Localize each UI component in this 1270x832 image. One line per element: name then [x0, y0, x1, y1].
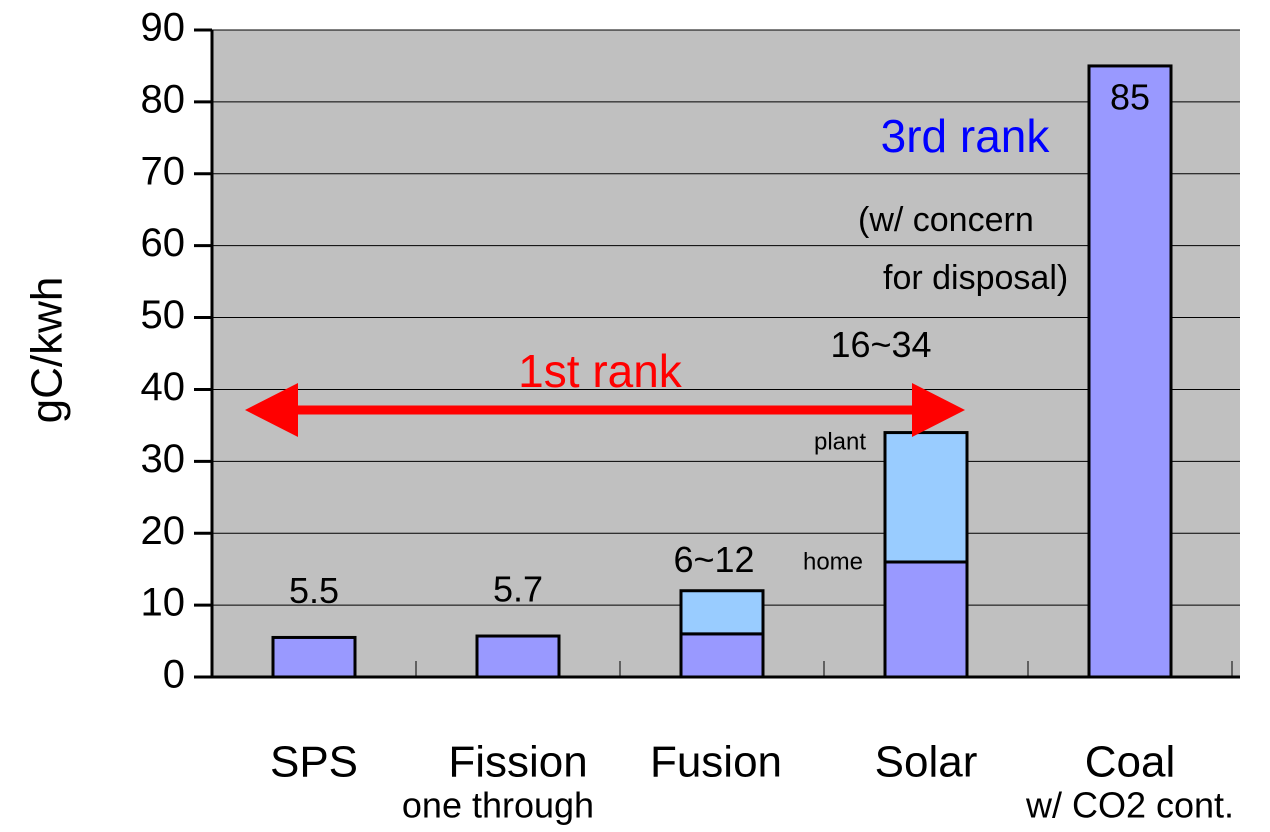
bar-segment: [1087, 64, 1173, 679]
bar-segment: [883, 431, 969, 564]
y-tick-label: 70: [141, 149, 186, 193]
segment-note: plant: [814, 428, 866, 455]
y-tick-label: 10: [141, 581, 186, 625]
segment-note: home: [803, 548, 863, 575]
bar-segment: [679, 632, 765, 679]
y-tick-label: 50: [141, 293, 186, 337]
category-note: one through: [402, 785, 594, 826]
range-label: 16~34: [830, 324, 931, 365]
annotation: for disposal): [883, 259, 1068, 297]
x-tick-label: SPS: [270, 738, 358, 787]
data-label: 5.5: [289, 570, 339, 611]
bar-segment: [475, 634, 561, 679]
bar-segment: [271, 635, 357, 679]
x-tick-label: Coal: [1085, 738, 1176, 787]
y-tick-label: 60: [141, 221, 186, 265]
annotation: (w/ concern: [858, 201, 1034, 239]
bar-segment: [679, 589, 765, 636]
data-label: 85: [1110, 76, 1150, 117]
data-label: 5.7: [493, 569, 543, 610]
x-tick-label: Solar: [875, 738, 978, 787]
arrow-head: [912, 383, 965, 437]
annotation: 3rd rank: [881, 110, 1051, 162]
arrow-head: [245, 383, 298, 437]
y-tick-label: 30: [141, 437, 186, 481]
annotation: 1st rank: [518, 345, 683, 397]
y-axis-label: gC/kwh: [23, 277, 72, 424]
y-tick-label: 90: [141, 6, 186, 50]
x-tick-label: Fusion: [650, 738, 782, 787]
category-note: w/ CO2 cont.: [1025, 785, 1234, 826]
y-tick-label: 20: [141, 509, 186, 553]
range-label: 6~12: [673, 539, 754, 580]
y-tick-label: 0: [163, 653, 185, 697]
y-tick-label: 80: [141, 77, 186, 121]
bar-segment: [883, 560, 969, 679]
x-tick-label: Fission: [448, 738, 587, 787]
y-tick-label: 40: [141, 365, 186, 409]
plot-area: [212, 30, 1240, 677]
